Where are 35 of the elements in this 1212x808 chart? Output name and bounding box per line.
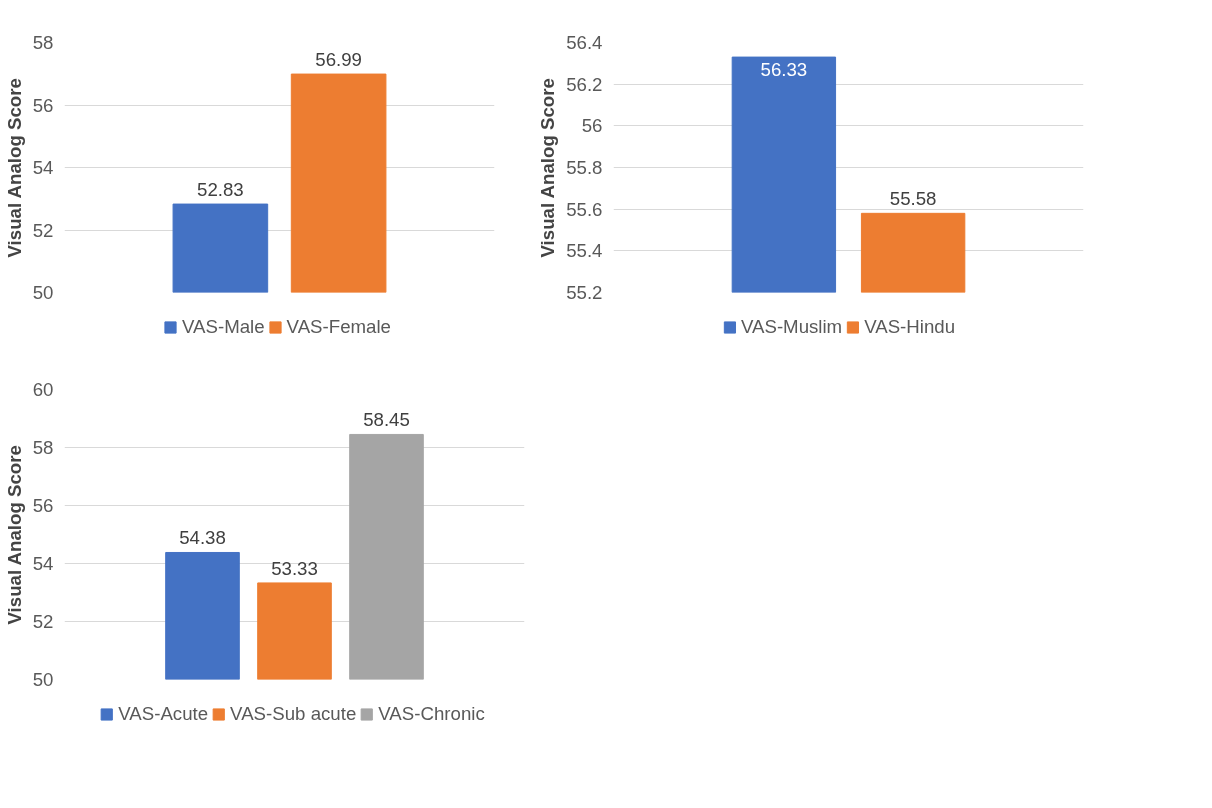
legend-label: VAS-Female [286, 316, 391, 338]
legend-label: VAS-Male [182, 316, 265, 338]
data-label: 58.45 [363, 409, 410, 431]
y-axis-title: Visual Analog Score [537, 78, 559, 258]
y-tick-label: 54 [32, 553, 54, 574]
data-label: 56.99 [315, 49, 362, 71]
legend-label: VAS-Muslim [740, 316, 843, 338]
legend-label: VAS-Chronic [378, 703, 485, 725]
y-tick-label: 60 [32, 379, 54, 400]
y-tick-label: 55.2 [566, 282, 603, 303]
y-axis-title: Visual Analog Score [3, 78, 25, 258]
legend-label: VAS-Hindu [864, 316, 956, 338]
data-label: 53.33 [271, 557, 318, 579]
y-tick-label: 58 [32, 32, 54, 53]
y-tick-label: 58 [32, 437, 54, 458]
y-tick-label: 55.8 [566, 157, 603, 178]
legend-label: VAS-Acute [118, 703, 209, 725]
y-tick-label: 50 [32, 669, 54, 690]
y-tick-label: 56 [32, 495, 54, 516]
y-tick-label: 56 [581, 115, 603, 137]
legend-label: VAS-Sub acute [230, 703, 357, 725]
y-tick-label: 56 [32, 94, 54, 116]
y-tick-label: 55.4 [566, 240, 603, 262]
data-label: 52.83 [197, 179, 244, 201]
data-label: 56.33 [760, 59, 808, 81]
y-tick-label: 52 [32, 611, 54, 632]
y-tick-label: 55.6 [566, 198, 603, 220]
y-axis-title: Visual Analog Score [3, 445, 25, 625]
data-label: 54.38 [179, 527, 226, 549]
data-label: 55.58 [889, 188, 937, 210]
y-tick-label: 50 [32, 282, 54, 303]
y-tick-label: 52 [32, 219, 54, 241]
y-tick-label: 56.2 [566, 73, 603, 95]
y-tick-label: 54 [32, 157, 54, 178]
y-tick-label: 56.4 [566, 32, 603, 53]
